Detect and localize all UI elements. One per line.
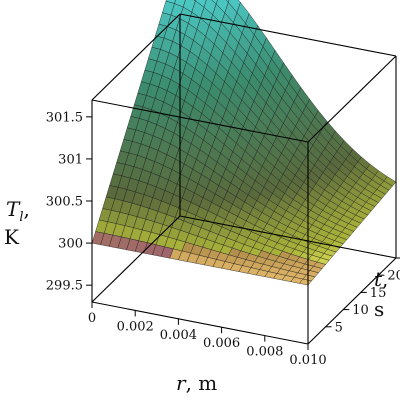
box-edge [91,301,309,345]
y-tick-label: 5 [335,320,343,335]
y-axis-unit: s [374,297,384,321]
box-edge [91,215,181,303]
svg-text:Tl,: Tl, [6,197,30,225]
z-axis-var: T [6,197,21,221]
x-tick-label: 0.004 [160,328,197,343]
x-axis-var: r [176,371,187,395]
x-tick-label: 0.002 [117,319,154,334]
tick-labels: 299.5 300 300.5 301 301.5 0 0.002 0.004 0.006 0.0… [46,110,400,368]
x-tick-label: 0 [88,311,96,326]
svg-text:r, m: r, m [176,371,217,395]
x-tick-label: 0.008 [246,345,283,360]
z-axis-sub: l [19,210,23,225]
surface [91,0,397,286]
z-tick-label: 300.5 [46,195,83,210]
z-tick-label: 301 [58,152,83,167]
y-tick-label: 10 [352,303,369,318]
x-tick-label: 0.010 [289,353,326,368]
z-tick-label: 300 [58,237,83,252]
box-edge [179,13,397,57]
y-tick-label: 20 [387,269,400,284]
x-axis-unit: , m [186,371,218,395]
z-axis-label: Tl, K [4,197,30,249]
box-edge [91,99,309,143]
y-axis-var: t [374,267,383,291]
x-axis-label: r, m [176,371,217,395]
z-axis-unit: K [4,225,20,249]
tick-marks [86,116,400,350]
box-edge [91,13,181,101]
z-tick-label: 301.5 [46,110,83,125]
box-edge [307,257,397,345]
x-tick-label: 0.006 [203,336,240,351]
svg-text:t,: t, [374,267,388,291]
box-edge [179,215,397,259]
z-tick-label: 299.5 [46,279,83,294]
y-tick-label: 15 [370,286,387,301]
box-edge [307,55,397,143]
y-axis-label: t, s [374,267,388,321]
bounding-box [91,13,397,345]
